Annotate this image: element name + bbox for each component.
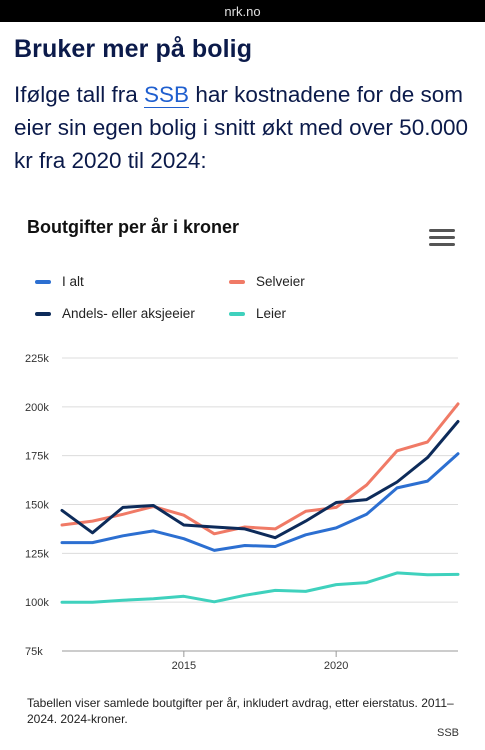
legend-swatch	[229, 311, 245, 316]
legend-label: Leier	[256, 306, 287, 321]
y-tick-label: 175k	[25, 451, 49, 463]
ssb-link[interactable]: SSB	[144, 82, 190, 108]
article-headline: Bruker mer på bolig	[14, 35, 253, 63]
hamburger-menu-icon	[429, 229, 455, 232]
browser-url-bar[interactable]: nrk.no	[0, 0, 485, 22]
url-text: nrk.no	[224, 3, 261, 19]
y-tick-label: 100k	[25, 597, 49, 609]
legend-swatch	[35, 279, 51, 284]
legend-item-leier[interactable]: Leier	[229, 306, 286, 321]
chart-title: Boutgifter per år i kroner	[27, 217, 240, 237]
legend-item-i-alt[interactable]: I alt	[35, 274, 84, 289]
legend-label: I alt	[62, 274, 84, 289]
series-line-leier	[60, 571, 460, 604]
y-tick-label: 150k	[25, 500, 49, 512]
y-tick-label: 125k	[25, 548, 49, 560]
legend-swatch	[229, 279, 245, 284]
chart-source: SSB	[436, 727, 459, 739]
legend-swatch	[35, 311, 51, 316]
intro-text-start: Ifølge tall fra	[14, 82, 145, 107]
chart-menu-button[interactable]	[429, 229, 455, 251]
hamburger-menu-icon-line	[429, 243, 455, 246]
legend-item-andelseier[interactable]: Andels- eller aksjeeier	[35, 306, 195, 321]
legend-item-selveier[interactable]: Selveier	[229, 274, 305, 289]
hamburger-menu-icon-line	[429, 236, 455, 239]
series-line-andels-eller-aksjeeier	[60, 420, 460, 540]
chart-caption: Tabellen viser samlede boutgifter per år…	[27, 696, 454, 726]
legend-label: Selveier	[256, 274, 305, 289]
line-chart-plot: 75k 100k 125k 150k 175k 200k 225k 2015 2020	[25, 353, 460, 672]
x-tick-label: 2020	[324, 660, 348, 672]
y-tick-label: 75k	[25, 646, 43, 658]
article-intro: Ifølge tall fra SSB har kostnadene for d…	[14, 78, 471, 177]
intro-text-end: har kostnadene for de som eier sin egen …	[14, 82, 468, 173]
y-tick-label: 225k	[25, 353, 49, 365]
y-tick-label: 200k	[25, 402, 49, 414]
chart-container: Boutgifter per år i kroner I alt Selveie…	[0, 205, 485, 750]
series-line-i-alt	[60, 452, 460, 552]
legend-label: Andels- eller aksjeeier	[62, 306, 195, 321]
x-tick-label: 2015	[172, 660, 196, 672]
series-line-selveier	[60, 402, 460, 536]
